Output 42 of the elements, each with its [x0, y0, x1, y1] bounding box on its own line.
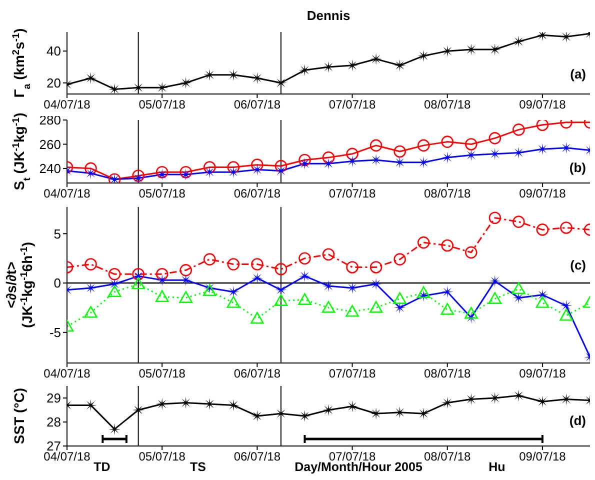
y-tick-label: 5	[54, 226, 61, 242]
x-tick-label: 09/07/18	[519, 186, 566, 201]
x-tick-label: 06/07/18	[234, 366, 281, 381]
text: TD	[94, 460, 110, 474]
y-tick-label: 29	[46, 390, 61, 406]
annotation: (d)	[569, 413, 586, 428]
x-axis-title: Day/Month/Hour 2005	[294, 460, 422, 474]
x-tick-label: 08/07/18	[424, 450, 472, 464]
x-tick-label: 05/07/18	[138, 98, 186, 112]
y-tick-label: 260	[39, 136, 61, 152]
chart-title: Dennis	[306, 8, 350, 23]
text: TS	[190, 460, 206, 474]
x-tick-label: 08/07/18	[424, 186, 472, 201]
annotation: (c)	[570, 258, 586, 273]
y-tick-label: 240	[39, 161, 61, 176]
x-tick-label: 06/07/18	[234, 186, 281, 201]
x-tick-label: 09/07/18	[519, 98, 566, 112]
x-tick-label: 04/07/18	[44, 186, 91, 201]
x-tick-label: 06/07/18	[234, 98, 281, 112]
y-tick-label: -5	[49, 325, 61, 340]
x-tick-label: 09/07/18	[519, 366, 566, 381]
x-tick-label: 04/07/18	[44, 450, 91, 464]
y-axis-title: SST (°C)	[11, 388, 27, 444]
y-tick-label: 40	[46, 44, 61, 59]
y-tick-label: 20	[46, 75, 61, 90]
x-tick-label: 07/07/18	[328, 366, 376, 381]
x-tick-label: 05/07/18	[138, 186, 186, 201]
x-tick-label: 04/07/18	[44, 366, 91, 381]
y-tick-label: 0	[54, 276, 61, 291]
annotation: (a)	[570, 66, 586, 82]
x-tick-label: 04/07/18	[44, 98, 91, 112]
x-tick-label: 05/07/18	[138, 450, 186, 464]
annotation: (b)	[569, 160, 586, 176]
x-tick-label: 09/07/18	[519, 450, 566, 464]
x-tick-label: 05/07/18	[138, 366, 186, 381]
x-tick-label: 08/07/18	[424, 98, 472, 112]
x-tick-label: 07/07/18	[328, 98, 376, 112]
x-tick-label: 06/07/18	[234, 450, 281, 464]
text: Hu	[488, 460, 506, 474]
x-tick-label: 08/07/18	[424, 366, 472, 381]
x-tick-label: 07/07/18	[328, 186, 376, 201]
y-tick-label: 28	[46, 414, 61, 430]
